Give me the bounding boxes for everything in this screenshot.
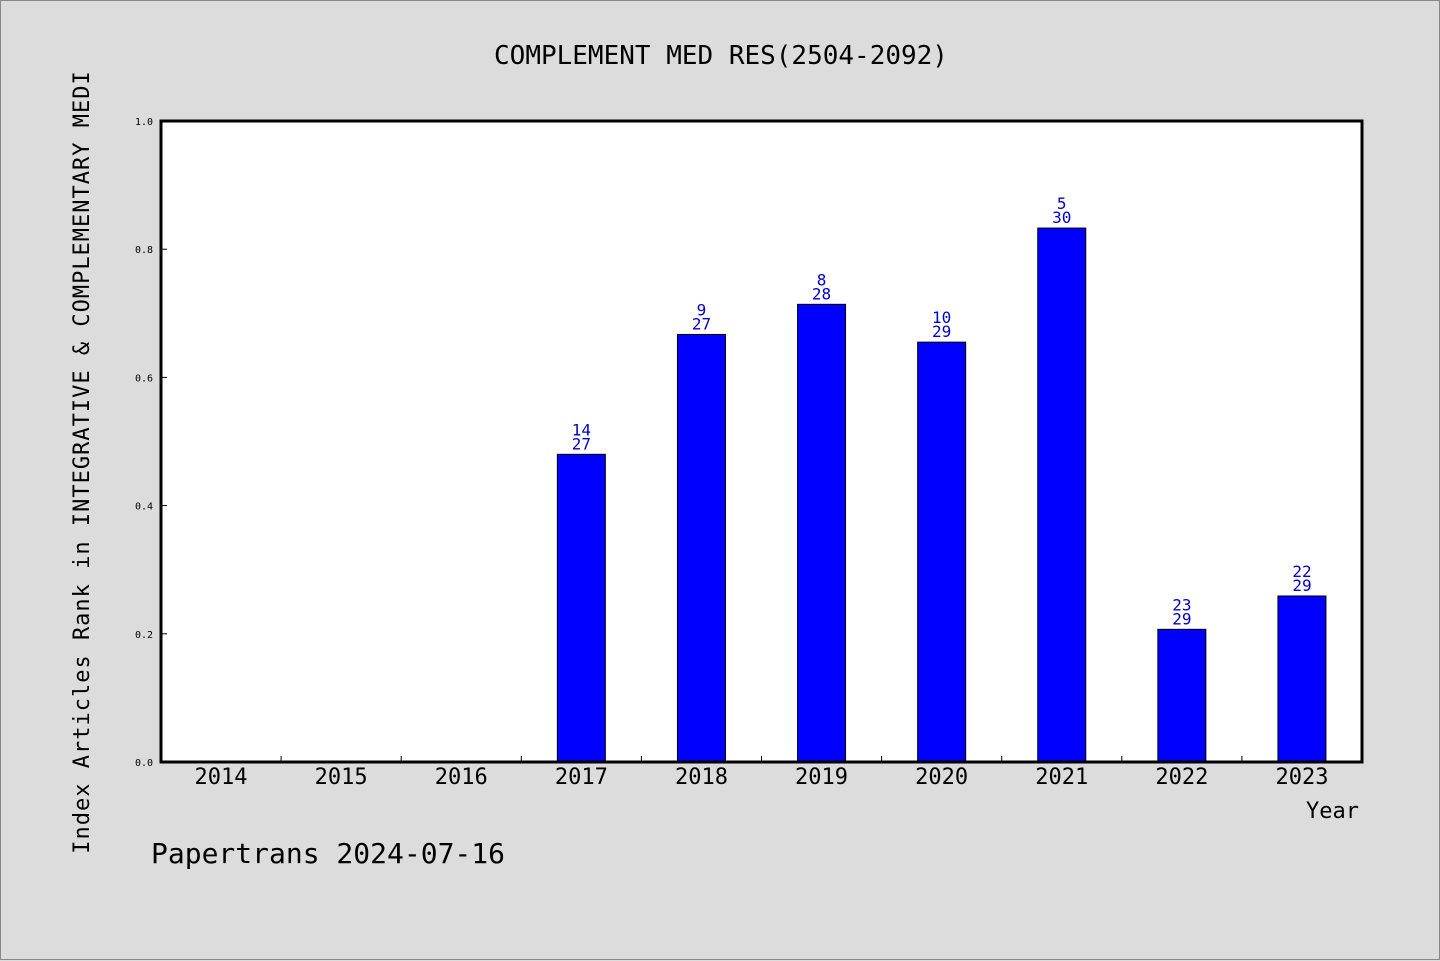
x-tick-label: 2017 xyxy=(555,765,608,790)
x-tick-label: 2020 xyxy=(915,765,968,790)
y-axis-label: Index Articles Rank in INTEGRATIVE & COM… xyxy=(70,70,95,853)
bar-label-total: 27 xyxy=(572,434,591,453)
x-tick-label: 2018 xyxy=(675,765,728,790)
bar-label-rank: 9 xyxy=(697,300,707,319)
bar-2022 xyxy=(1157,628,1207,763)
bar-2017 xyxy=(556,453,606,763)
plot-border xyxy=(159,119,1364,764)
bar-label-total: 27 xyxy=(692,314,711,333)
y-tick-label: 0.6 xyxy=(135,373,153,384)
y-tick-label: 0.4 xyxy=(135,502,153,513)
bar-label-total: 30 xyxy=(1052,208,1071,227)
x-tick-label: 2019 xyxy=(795,765,848,790)
bar-label-total: 28 xyxy=(812,284,831,303)
bar-label-rank: 8 xyxy=(817,270,827,289)
y-tick-label: 0.8 xyxy=(135,245,153,256)
bar-label-rank: 22 xyxy=(1292,562,1311,581)
y-tick-label: 1.0 xyxy=(135,117,153,128)
x-tick-label: 2014 xyxy=(195,765,248,790)
y-tick-label: 0.0 xyxy=(135,758,153,769)
x-tick-label: 2021 xyxy=(1035,765,1088,790)
y-tick-label: 0.2 xyxy=(135,630,153,641)
bar-2018 xyxy=(676,333,726,763)
x-axis-ticks: 2014 2015 2016 2017 2018 2019 2020 2021 2022 2023 xyxy=(195,756,1328,790)
bar-label-rank: 23 xyxy=(1172,595,1191,614)
bar-2021 xyxy=(1037,227,1087,763)
bar-label-rank: 14 xyxy=(572,420,591,439)
bar-label-total: 29 xyxy=(1292,576,1311,595)
x-tick-label: 2022 xyxy=(1155,765,1208,790)
bar-label-total: 29 xyxy=(932,322,951,341)
bar-2019 xyxy=(797,303,847,763)
x-tick-label: 2016 xyxy=(435,765,488,790)
footer-credit: Papertrans 2024-07-16 xyxy=(151,837,505,870)
bars-group xyxy=(556,227,1327,763)
x-axis-label: Year xyxy=(1306,799,1359,824)
bar-2020 xyxy=(917,341,967,763)
bar-label-rank: 10 xyxy=(932,308,951,327)
x-tick-label: 2015 xyxy=(315,765,368,790)
bar-label-total: 29 xyxy=(1172,609,1191,628)
x-tick-label: 2023 xyxy=(1275,765,1328,790)
bar-label-rank: 5 xyxy=(1057,194,1067,213)
chart-title: COMPLEMENT MED RES(2504-2092) xyxy=(494,41,948,71)
bar-2023 xyxy=(1277,595,1327,763)
